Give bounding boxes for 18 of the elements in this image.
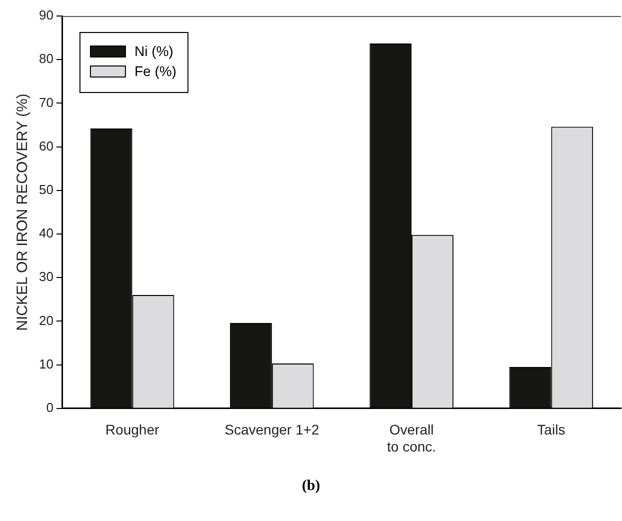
y-tick-label: 60 (38, 138, 54, 154)
x-tick-label: Overall to conc. (387, 422, 436, 454)
y-tick-label: 50 (38, 182, 54, 197)
y-tick-label: 80 (38, 51, 54, 66)
legend-label: Fe (%) (134, 62, 176, 79)
y-tick-label: 90 (38, 8, 54, 23)
y-tick-label: 40 (38, 226, 54, 241)
y-tick-label: 30 (38, 269, 54, 284)
x-tick-label: Rougher (105, 422, 160, 438)
y-tick-label: 20 (38, 312, 54, 328)
legend-label: Ni (%) (134, 42, 174, 59)
y-tick-label: 0 (46, 400, 54, 415)
y-tick-label: 10 (38, 356, 54, 372)
text: (b) (300, 478, 322, 495)
x-tick-label: Scavenger 1+2 (224, 422, 320, 438)
y-tick-label: 70 (38, 94, 54, 110)
y-axis-title: NICKEL OR IRON RECOVERY (%) (14, 94, 32, 331)
x-tick-label: Tails (537, 422, 566, 438)
